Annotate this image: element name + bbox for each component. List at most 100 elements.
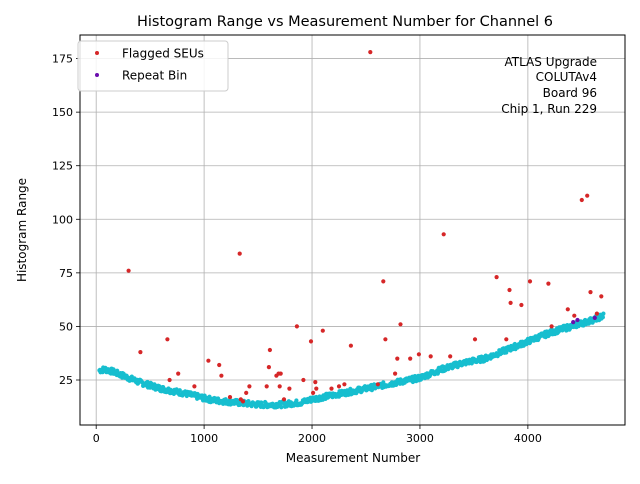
flagged-seu-point xyxy=(416,352,421,357)
flagged-seu-point xyxy=(266,365,271,370)
x-tick-label: 4000 xyxy=(514,432,542,445)
flagged-seu-point xyxy=(599,294,604,299)
baseline-point xyxy=(294,398,299,403)
flagged-seu-point xyxy=(244,390,249,395)
flagged-seu-point xyxy=(448,354,453,359)
flagged-seu-series xyxy=(126,50,604,404)
flagged-seu-point xyxy=(217,362,222,368)
flagged-seu-point xyxy=(393,371,398,376)
chart-title: Histogram Range vs Measurement Number fo… xyxy=(137,14,553,30)
flagged-seu-point xyxy=(381,279,386,284)
flagged-seu-point xyxy=(546,281,551,286)
baseline-point xyxy=(601,311,606,316)
flagged-seu-point xyxy=(579,197,584,203)
y-tick-label: 50 xyxy=(59,320,73,333)
plot-frame xyxy=(79,34,626,426)
flagged-seu-point xyxy=(313,380,318,385)
flagged-seu-point xyxy=(227,395,233,400)
flagged-seu-point xyxy=(237,251,242,256)
flagged-seu-point xyxy=(294,324,299,329)
annotation-line-4: Chip 1, Run 229 xyxy=(501,102,597,116)
annotation-line-2: COLUTAv4 xyxy=(536,70,597,84)
flagged-seu-point xyxy=(368,50,373,55)
repeat-bin-point xyxy=(575,317,580,323)
run-annotation: ATLAS Upgrade COLUTAv4 Board 96 Chip 1, … xyxy=(501,55,597,116)
baseline-point xyxy=(504,350,509,355)
flagged-seu-point xyxy=(219,373,224,378)
flagged-seu-point xyxy=(277,384,282,389)
flagged-seu-point xyxy=(519,302,524,308)
annotation-line-3: Board 96 xyxy=(543,86,597,100)
baseline-series xyxy=(97,311,606,410)
flagged-seu-point xyxy=(428,354,433,359)
flagged-seu-point xyxy=(441,232,446,237)
baseline-point xyxy=(600,315,606,320)
flagged-seu-point xyxy=(314,386,319,391)
flagged-seu-point xyxy=(508,300,513,305)
flagged-seu-point xyxy=(138,350,143,355)
x-tick-label: 1000 xyxy=(190,432,218,445)
flagged-seu-point xyxy=(336,384,342,389)
flagged-seu-point xyxy=(398,322,403,327)
y-tick-label: 75 xyxy=(59,267,73,280)
flagged-seu-point xyxy=(206,358,211,363)
y-axis-label: Histogram Range xyxy=(15,178,29,282)
flagged-seu-point xyxy=(192,384,197,389)
legend-marker-flagged xyxy=(95,51,99,55)
flagged-seu-point xyxy=(504,337,509,342)
x-axis-label: Measurement Number xyxy=(286,451,420,465)
legend-label-flagged: Flagged SEUs xyxy=(122,47,204,61)
repeat-bin-series xyxy=(571,315,597,325)
flagged-seu-point xyxy=(472,337,478,342)
repeat-bin-point xyxy=(571,320,576,325)
flagged-seu-point xyxy=(585,193,590,198)
flagged-seu-point xyxy=(395,356,400,361)
flagged-seu-point xyxy=(126,268,131,273)
flagged-seu-point xyxy=(549,324,554,329)
flagged-seu-point xyxy=(572,313,577,318)
flagged-seu-point xyxy=(311,390,316,395)
grid xyxy=(80,35,625,425)
flagged-seu-point xyxy=(267,347,272,353)
baseline-point xyxy=(157,384,162,389)
flagged-seu-point xyxy=(507,287,512,293)
annotation-line-1: ATLAS Upgrade xyxy=(504,55,597,69)
flagged-seu-point xyxy=(494,275,499,280)
flagged-seu-point xyxy=(176,371,181,376)
flagged-seu-point xyxy=(287,386,292,391)
flagged-seu-point xyxy=(342,382,347,387)
flagged-seu-point xyxy=(167,377,172,383)
flagged-seu-point xyxy=(408,356,413,361)
flagged-seu-point xyxy=(165,337,170,342)
x-tick-label: 3000 xyxy=(406,432,434,445)
y-tick-label: 175 xyxy=(52,53,73,66)
flagged-seu-point xyxy=(240,399,246,404)
flagged-seu-point xyxy=(375,382,380,387)
y-tick-label: 100 xyxy=(52,213,73,226)
y-tick-label: 25 xyxy=(59,374,73,387)
flagged-seu-point xyxy=(320,328,325,333)
flagged-seu-point xyxy=(281,397,287,402)
flagged-seu-point xyxy=(588,290,593,295)
flagged-seu-point xyxy=(594,311,600,316)
legend-box xyxy=(77,40,229,92)
y-tick-label: 150 xyxy=(52,106,73,119)
baseline-point xyxy=(177,388,182,393)
repeat-bin-point xyxy=(592,315,597,320)
y-tick-label: 125 xyxy=(52,160,73,173)
flagged-seu-point xyxy=(301,377,306,383)
legend-marker-repeat xyxy=(95,73,99,77)
flagged-seu-point xyxy=(383,337,388,342)
baseline-point xyxy=(279,405,284,410)
legend-label-repeat: Repeat Bin xyxy=(122,69,187,83)
flagged-seu-point xyxy=(247,384,252,389)
flagged-seu-point xyxy=(565,307,570,312)
flagged-seu-point xyxy=(308,339,314,344)
flagged-seu-point xyxy=(329,386,334,391)
flagged-seu-point xyxy=(348,343,353,348)
x-tick-label: 0 xyxy=(93,432,100,445)
legend: Flagged SEUs Repeat Bin xyxy=(77,40,229,92)
flagged-seu-point xyxy=(278,371,283,376)
